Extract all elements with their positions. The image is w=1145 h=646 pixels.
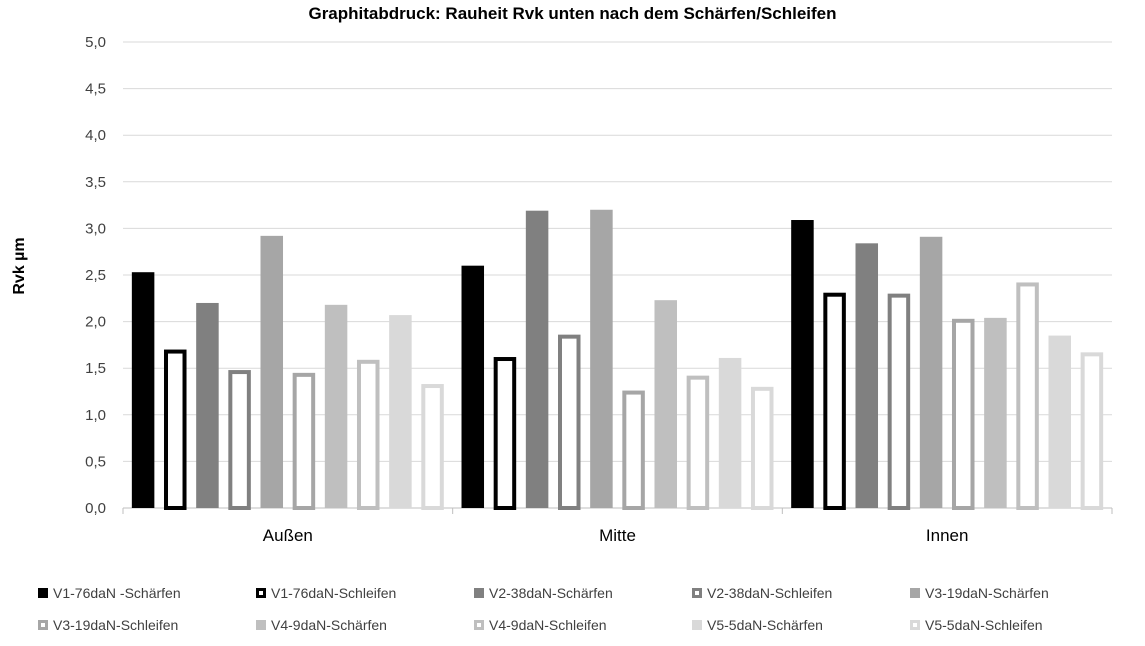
bar xyxy=(292,372,316,510)
bar xyxy=(557,334,581,511)
y-tick-label: 2,0 xyxy=(85,314,106,331)
legend-swatch xyxy=(692,620,702,630)
legend-item: V2-38daN-Schleifen xyxy=(692,582,910,604)
chart-title: Graphitabdruck: Rauheit Rvk unten nach d… xyxy=(308,4,837,23)
legend-label: V5-5daN-Schärfen xyxy=(707,617,823,633)
bar xyxy=(984,317,1007,508)
bar xyxy=(461,265,485,508)
legend-swatch xyxy=(910,588,920,598)
x-tick-label: Außen xyxy=(263,526,313,545)
legend-swatch xyxy=(38,588,48,598)
y-tick-label: 3,0 xyxy=(85,220,106,237)
bar xyxy=(686,375,710,510)
legend-label: V4-9daN-Schleifen xyxy=(489,617,607,633)
bar xyxy=(1080,352,1104,510)
bars xyxy=(131,209,1104,511)
bar xyxy=(855,243,879,508)
legend-item: V2-38daN-Schärfen xyxy=(474,582,692,604)
bar xyxy=(164,349,187,510)
bar xyxy=(196,302,219,508)
y-tick-label: 0,5 xyxy=(85,453,106,470)
legend-label: V1-76daN-Schleifen xyxy=(271,585,397,601)
x-tick-label: Innen xyxy=(926,526,969,545)
bar xyxy=(356,359,380,511)
bar xyxy=(1048,335,1071,508)
y-tick-label: 4,5 xyxy=(85,81,106,98)
bar xyxy=(919,236,943,508)
bar xyxy=(823,292,846,511)
legend-item: V4-9daN-Schärfen xyxy=(256,614,474,636)
axes: 0,0 0,5 1,0 1,5 2,0 2,5 3,0 3,5 4,0 4,5 5,0 Außen Mi… xyxy=(85,34,1113,545)
legend-label: V3-19daN-Schleifen xyxy=(53,617,179,633)
bar xyxy=(324,304,348,508)
gridlines xyxy=(123,41,1112,509)
y-tick-label: 4,0 xyxy=(85,127,106,144)
legend-swatch xyxy=(256,588,266,598)
y-tick-label: 0,0 xyxy=(85,500,106,517)
legend-swatch xyxy=(256,620,266,630)
bar xyxy=(590,209,613,508)
bar xyxy=(228,370,251,510)
legend-item: V3-19daN-Schärfen xyxy=(910,582,1128,604)
bar xyxy=(421,384,444,511)
y-axis-title: Rvk µm xyxy=(11,237,28,294)
bar xyxy=(887,293,911,511)
bar xyxy=(750,386,774,510)
legend-label: V4-9daN-Schärfen xyxy=(271,617,387,633)
legend-row: V1-76daN -Schärfen V1-76daN-Schleifen V2-3… xyxy=(38,582,1128,604)
bar xyxy=(654,300,678,508)
y-tick-label: 1,5 xyxy=(85,360,106,377)
legend-label: V5-5daN-Schleifen xyxy=(925,617,1043,633)
legend-item: V3-19daN-Schleifen xyxy=(38,614,256,636)
bar xyxy=(622,390,645,510)
bar xyxy=(493,357,517,510)
bar xyxy=(1016,282,1039,510)
bar-chart: 0,0 0,5 1,0 1,5 2,0 2,5 3,0 3,5 4,0 4,5 5,0 Außen Mi… xyxy=(11,34,1113,545)
legend-item: V4-9daN-Schleifen xyxy=(474,614,692,636)
legend-swatch xyxy=(910,620,920,630)
x-tick-label: Mitte xyxy=(599,526,636,545)
y-tick-label: 3,5 xyxy=(85,174,106,191)
y-tick-label: 2,5 xyxy=(85,267,106,284)
legend-item: V1-76daN -Schärfen xyxy=(38,582,256,604)
y-tick-label: 1,0 xyxy=(85,407,106,424)
legend-swatch xyxy=(474,620,484,630)
legend-swatch xyxy=(474,588,484,598)
bar xyxy=(951,318,975,510)
legend-label: V2-38daN-Schärfen xyxy=(489,585,613,601)
y-tick-label: 5,0 xyxy=(85,34,106,51)
legend-item: V1-76daN-Schleifen xyxy=(256,582,474,604)
bar xyxy=(791,220,814,508)
legend-label: V3-19daN-Schärfen xyxy=(925,585,1049,601)
bar xyxy=(525,210,549,508)
legend-swatch xyxy=(692,588,702,598)
bar xyxy=(718,357,742,508)
legend: V1-76daN -Schärfen V1-76daN-Schleifen V2-3… xyxy=(38,582,1128,646)
legend-swatch xyxy=(38,620,48,630)
bar xyxy=(131,272,155,508)
bar xyxy=(260,235,284,508)
legend-label: V1-76daN -Schärfen xyxy=(53,585,181,601)
legend-item: V5-5daN-Schleifen xyxy=(910,614,1128,636)
bar xyxy=(389,315,412,508)
legend-row: V3-19daN-Schleifen V4-9daN-Schärfen V4-9da… xyxy=(38,614,1128,636)
legend-label: V2-38daN-Schleifen xyxy=(707,585,833,601)
legend-item: V5-5daN-Schärfen xyxy=(692,614,910,636)
